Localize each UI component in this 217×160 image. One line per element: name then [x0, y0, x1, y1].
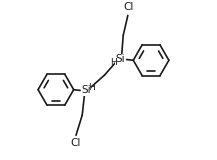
Text: H: H — [110, 58, 117, 67]
Text: Si: Si — [115, 54, 125, 64]
Text: Cl: Cl — [70, 138, 81, 148]
Text: H: H — [89, 83, 95, 92]
Text: Si: Si — [81, 85, 91, 95]
Text: Cl: Cl — [123, 2, 134, 12]
